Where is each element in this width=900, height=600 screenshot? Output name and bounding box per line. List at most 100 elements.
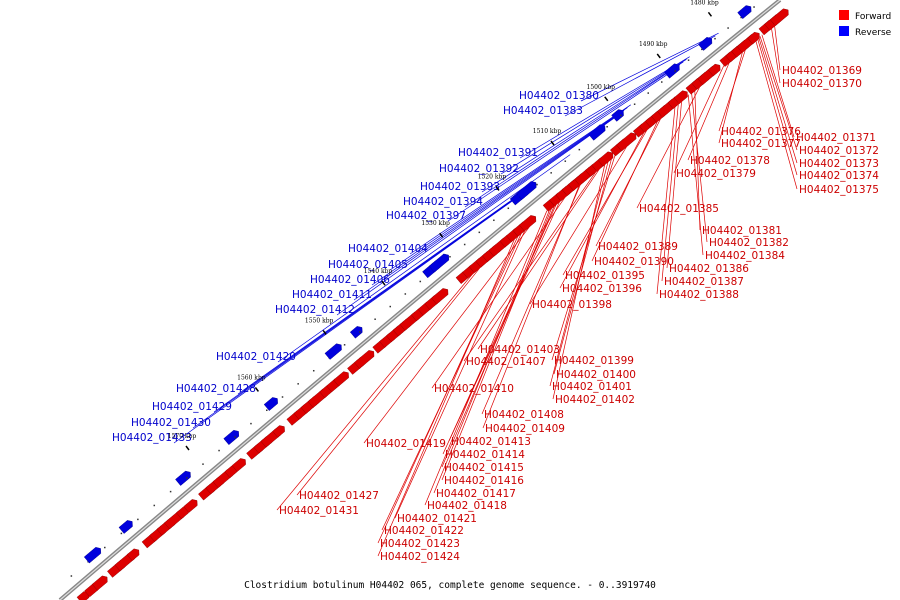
leader-line [464, 64, 681, 208]
marker-dot [312, 369, 315, 372]
legend: Forward Reverse [839, 10, 892, 38]
tick-mark [439, 232, 444, 238]
tick-label: 1500 kbp [587, 84, 616, 91]
marker-dot [234, 436, 236, 438]
leader-line [666, 99, 683, 269]
reverse-gene-label: H04402_01404 [348, 243, 428, 255]
tick-label: 1480 kbp [690, 0, 719, 6]
reverse-gene [428, 253, 450, 273]
forward-gene-label: H04402_01377 [721, 138, 801, 150]
forward-gene-label: H04402_01378 [690, 155, 770, 167]
tick-label: 1520 kbp [478, 173, 507, 180]
leader-line [694, 89, 701, 231]
leader-line [549, 159, 609, 387]
forward-gene [272, 425, 285, 438]
forward-gene-label: H04402_01379 [676, 168, 756, 180]
leader-line [389, 107, 628, 271]
marker-dot [202, 463, 204, 465]
leader-line [718, 49, 744, 144]
marker-dot [449, 255, 451, 258]
reverse-gene-label: H04402_01420 [216, 351, 296, 363]
marker-dot [578, 148, 581, 151]
tick-mark [185, 445, 190, 451]
forward-gene [91, 575, 108, 591]
forward-gene-label: H04402_01371 [796, 132, 876, 144]
leader-line [595, 115, 663, 247]
forward-gene-label: H04402_01387 [664, 276, 744, 288]
forward-gene-label: H04402_01416 [444, 475, 524, 487]
leader-line [424, 210, 548, 506]
forward-gene-label: H04402_01385 [639, 203, 719, 215]
reverse-gene-label: H04402_01383 [503, 105, 583, 117]
leader-line [363, 221, 534, 444]
marker-dot [740, 16, 742, 19]
marker-dot [404, 293, 407, 295]
leader-line [192, 188, 530, 429]
reverse-gene-label: H04402_01428 [176, 383, 256, 395]
forward-gene-label: H04402_01369 [782, 65, 862, 77]
legend-swatch-reverse [839, 26, 849, 36]
forward-gene [431, 288, 449, 305]
tick-mark [604, 96, 609, 102]
forward-gene [183, 499, 198, 513]
marker-dot [169, 490, 172, 493]
leader-line [276, 268, 477, 511]
marker-dot [753, 6, 755, 8]
leader-line [770, 27, 781, 84]
reverse-gene [118, 520, 133, 534]
forward-gene [747, 31, 760, 45]
reverse-gene-label: H04402_01406 [310, 274, 390, 286]
forward-gene-label: H04402_01399 [554, 355, 634, 367]
forward-gene-label: H04402_01398 [532, 299, 612, 311]
forward-gene [126, 548, 140, 562]
leader-line [774, 24, 781, 71]
leader-line [463, 168, 599, 362]
leader-line [591, 118, 660, 262]
reverse-gene-label: H04402_01430 [131, 417, 211, 429]
marker-dot [507, 207, 510, 210]
label-leaders [173, 24, 798, 557]
leader-line [656, 105, 676, 295]
leader-line [580, 32, 719, 102]
marker-dot [493, 219, 495, 222]
leader-line [377, 233, 520, 544]
marker-dot [564, 160, 567, 162]
marker-dot [633, 103, 636, 105]
forward-gene-label: H04402_01417 [436, 488, 516, 500]
leader-line [761, 34, 795, 138]
forward-gene-label: H04402_01414 [445, 449, 525, 461]
leader-line [431, 193, 568, 389]
marker-dot [297, 383, 299, 385]
reverse-gene-label: H04402_01392 [439, 163, 519, 175]
forward-gene-label: H04402_01382 [709, 237, 789, 249]
reverse-gene-label: H04402_01394 [403, 196, 483, 208]
forward-gene-label: H04402_01396 [562, 283, 642, 295]
leader-line [477, 165, 603, 350]
tick-label: 1490 kbp [639, 41, 668, 48]
reverse-gene [175, 470, 191, 486]
leader-line [636, 83, 702, 209]
leader-line [757, 38, 798, 176]
reverse-gene [737, 5, 752, 19]
forward-gene-label: H04402_01375 [799, 184, 879, 196]
marker-dot [478, 231, 481, 234]
forward-gene-label: H04402_01390 [594, 256, 674, 268]
reverse-gene [698, 37, 713, 51]
leader-line [353, 112, 621, 301]
reverse-gene-label: H04402_01380 [519, 90, 599, 102]
reverse-gene-label: H04402_01429 [152, 401, 232, 413]
map-caption: Clostridium botulinum H04402 065, comple… [244, 580, 656, 591]
marker-dot [550, 172, 552, 174]
tick-mark [656, 53, 661, 59]
tick-label: 1540 kbp [364, 268, 393, 275]
reverse-gene [349, 326, 363, 339]
marker-dot [701, 48, 703, 51]
forward-gene [519, 215, 537, 232]
tick-mark [254, 386, 259, 392]
leader-line [277, 154, 571, 363]
reverse-gene-label: H04402_01397 [386, 210, 466, 222]
forward-gene-label: H04402_01400 [556, 369, 636, 381]
marker-dot [389, 305, 392, 308]
tick-label: 1560 kbp [237, 374, 266, 381]
